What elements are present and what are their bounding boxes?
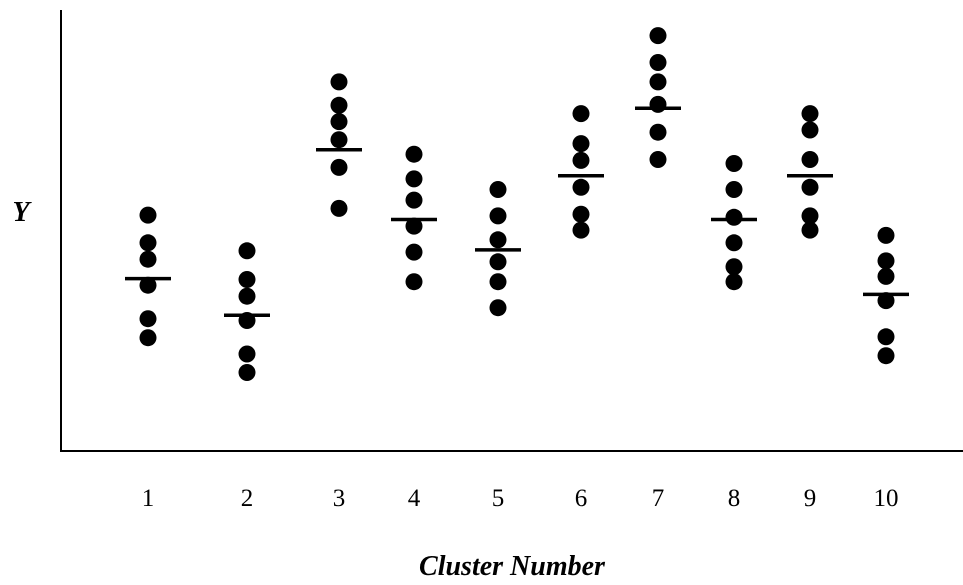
data-point: [489, 299, 507, 317]
x-tick-label: 1: [142, 485, 155, 512]
data-point: [139, 250, 157, 268]
data-point: [489, 207, 507, 225]
data-point: [405, 243, 423, 261]
plot-area: [125, 27, 909, 381]
data-point: [649, 73, 667, 91]
x-tick-label: 6: [575, 485, 588, 512]
data-point: [238, 364, 256, 381]
data-point: [405, 273, 423, 291]
data-point: [405, 217, 423, 235]
data-point: [877, 347, 895, 365]
data-point: [801, 121, 819, 139]
data-point: [238, 287, 256, 305]
x-tick-label: 5: [492, 485, 505, 512]
data-point: [725, 208, 743, 226]
data-point: [801, 178, 819, 196]
cluster-4: [391, 145, 437, 291]
cluster-10: [863, 226, 909, 365]
x-tick-label: 7: [652, 485, 665, 512]
data-point: [238, 271, 256, 288]
data-point: [801, 221, 819, 239]
data-point: [649, 27, 667, 45]
data-point: [572, 221, 590, 239]
data-point: [725, 273, 743, 291]
cluster-1: [125, 206, 171, 347]
cluster-5: [475, 181, 521, 317]
data-point: [489, 231, 507, 249]
x-axis-title: Cluster Number: [419, 551, 606, 582]
data-point: [649, 95, 667, 113]
data-point: [139, 329, 157, 347]
data-point: [405, 145, 423, 163]
data-point: [801, 151, 819, 168]
data-point: [877, 226, 895, 244]
x-tick-labels: 1 2 3 4 5 6 7 8 9 10: [142, 485, 899, 512]
data-point: [139, 206, 157, 224]
data-point: [238, 242, 256, 260]
data-point: [801, 207, 819, 225]
cluster-6: [558, 105, 604, 239]
data-point: [489, 253, 507, 271]
data-point: [725, 234, 743, 252]
x-tick-label: 3: [333, 485, 346, 512]
data-point: [330, 73, 348, 91]
cluster-9: [787, 105, 833, 239]
data-point: [330, 131, 348, 149]
data-point: [238, 345, 256, 363]
data-point: [139, 234, 157, 252]
data-point: [649, 123, 667, 141]
x-tick-label: 9: [804, 485, 817, 512]
x-tick-label: 10: [874, 485, 899, 512]
cluster-2: [224, 242, 270, 381]
data-point: [572, 178, 590, 196]
cluster-3: [316, 73, 362, 217]
x-tick-label: 2: [241, 485, 254, 512]
data-point: [572, 105, 590, 123]
data-point: [725, 155, 743, 172]
data-point: [330, 96, 348, 114]
y-axis-title: Y: [12, 197, 32, 228]
data-point: [877, 292, 895, 310]
data-point: [572, 151, 590, 169]
data-point: [877, 328, 895, 346]
data-point: [877, 267, 895, 285]
data-point: [139, 310, 157, 328]
data-point: [649, 54, 667, 71]
data-point: [725, 181, 743, 198]
data-point: [572, 135, 590, 153]
data-point: [330, 199, 348, 217]
cluster-7: [635, 27, 681, 168]
data-point: [649, 151, 667, 168]
data-point: [139, 276, 157, 294]
cluster-8: [711, 155, 757, 291]
data-point: [801, 105, 819, 123]
x-tick-label: 8: [728, 485, 741, 512]
data-point: [489, 181, 507, 198]
data-point: [489, 273, 507, 291]
x-tick-label: 4: [408, 485, 421, 512]
data-point: [405, 170, 423, 188]
data-point: [330, 113, 348, 131]
data-point: [405, 191, 423, 209]
data-point: [330, 158, 348, 176]
data-point: [877, 252, 895, 270]
data-point: [572, 205, 590, 223]
data-point: [725, 258, 743, 276]
